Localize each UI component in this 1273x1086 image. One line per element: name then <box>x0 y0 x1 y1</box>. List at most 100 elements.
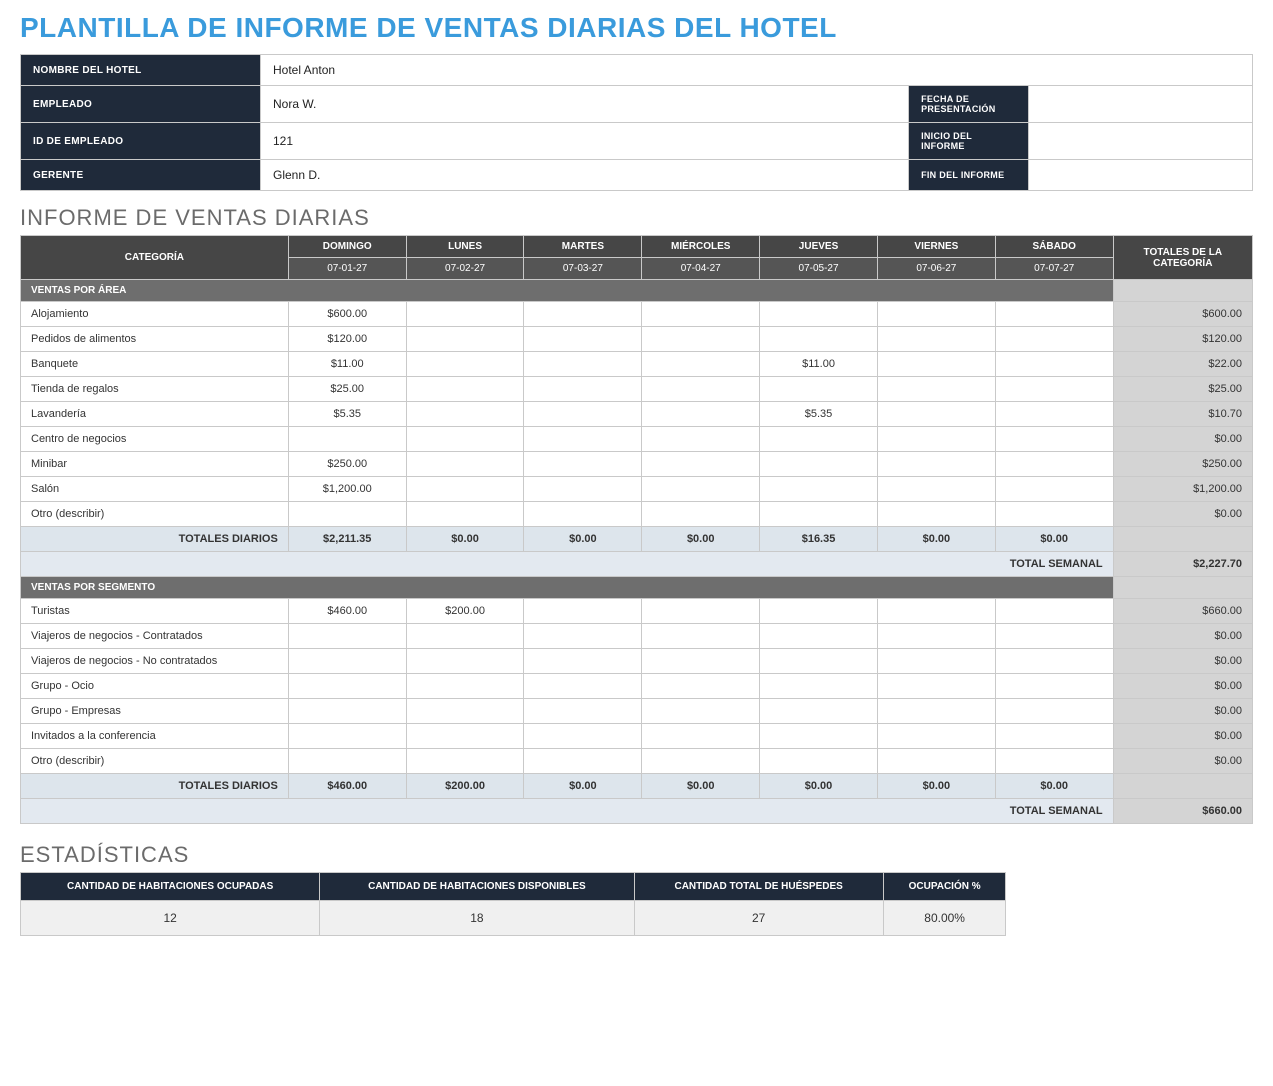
segment-daily-totals-row: TOTALES DIARIOS$460.00$200.00$0.00$0.00$… <box>21 774 1253 799</box>
segment-daily-total-cell: $0.00 <box>760 774 878 799</box>
area-weekly-amount: $2,227.70 <box>1113 552 1252 577</box>
area-cell <box>877 402 995 427</box>
table-row: Pedidos de alimentos$120.00$120.00 <box>21 327 1253 352</box>
stats-h1: CANTIDAD DE HABITACIONES DISPONIBLES <box>320 873 634 901</box>
segment-daily-totals-blank <box>1113 774 1252 799</box>
area-cell <box>406 327 524 352</box>
area-cell <box>760 377 878 402</box>
area-cell: $5.35 <box>288 402 406 427</box>
segment-cell <box>288 674 406 699</box>
segment-cell: $460.00 <box>288 599 406 624</box>
area-cell: $5.35 <box>760 402 878 427</box>
col-date-3: 07-04-27 <box>642 258 760 280</box>
info-manager-label: GERENTE <box>21 160 261 191</box>
area-row-total: $600.00 <box>1113 302 1252 327</box>
col-day-5: VIERNES <box>877 236 995 258</box>
area-cell <box>760 502 878 527</box>
table-row: Otro (describir)$0.00 <box>21 749 1253 774</box>
col-date-0: 07-01-27 <box>288 258 406 280</box>
col-totals: TOTALES DE LA CATEGORÍA <box>1113 236 1252 280</box>
segment-cell <box>760 649 878 674</box>
info-empid-label: ID DE EMPLEADO <box>21 123 261 160</box>
area-daily-total-cell: $0.00 <box>642 527 760 552</box>
area-cell: $11.00 <box>760 352 878 377</box>
area-cell <box>995 502 1113 527</box>
col-day-2: MARTES <box>524 236 642 258</box>
area-cell <box>877 302 995 327</box>
segment-row-total: $0.00 <box>1113 674 1252 699</box>
table-row: Minibar$250.00$250.00 <box>21 452 1253 477</box>
area-daily-total-cell: $0.00 <box>995 527 1113 552</box>
info-reportstart-value <box>1029 123 1253 160</box>
segment-cell: $200.00 <box>406 599 524 624</box>
area-cell <box>406 477 524 502</box>
table-row: Salón$1,200.00$1,200.00 <box>21 477 1253 502</box>
area-cell: $600.00 <box>288 302 406 327</box>
area-cell <box>995 377 1113 402</box>
area-cell <box>524 477 642 502</box>
segment-cell <box>877 599 995 624</box>
area-row-name: Salón <box>21 477 289 502</box>
area-cell <box>760 327 878 352</box>
segment-header: VENTAS POR SEGMENTO <box>21 577 1114 599</box>
area-daily-total-cell: $2,211.35 <box>288 527 406 552</box>
area-row-total: $1,200.00 <box>1113 477 1252 502</box>
segment-cell <box>995 649 1113 674</box>
area-header-totcell <box>1113 280 1252 302</box>
area-cell <box>877 427 995 452</box>
area-cell <box>995 352 1113 377</box>
area-cell <box>406 377 524 402</box>
area-cell <box>642 427 760 452</box>
segment-cell <box>760 674 878 699</box>
segment-cell <box>642 699 760 724</box>
info-submitdate-value <box>1029 86 1253 123</box>
segment-cell <box>760 599 878 624</box>
area-daily-total-cell: $16.35 <box>760 527 878 552</box>
segment-header-totcell <box>1113 577 1252 599</box>
area-cell <box>524 452 642 477</box>
stats-v1: 18 <box>320 901 634 936</box>
area-row-total: $0.00 <box>1113 502 1252 527</box>
segment-daily-total-cell: $460.00 <box>288 774 406 799</box>
info-reportend-value <box>1029 160 1253 191</box>
segment-row-name: Viajeros de negocios - No contratados <box>21 649 289 674</box>
col-day-3: MIÉRCOLES <box>642 236 760 258</box>
info-reportend-label: FIN DEL INFORME <box>909 160 1029 191</box>
segment-row-name: Turistas <box>21 599 289 624</box>
area-cell <box>406 502 524 527</box>
area-row-name: Tienda de regalos <box>21 377 289 402</box>
area-row-name: Minibar <box>21 452 289 477</box>
area-cell <box>642 477 760 502</box>
table-row: Grupo - Empresas$0.00 <box>21 699 1253 724</box>
segment-row-total: $660.00 <box>1113 599 1252 624</box>
area-cell <box>642 502 760 527</box>
segment-cell <box>642 749 760 774</box>
area-row-name: Otro (describir) <box>21 502 289 527</box>
table-row: Alojamiento$600.00$600.00 <box>21 302 1253 327</box>
segment-cell <box>995 624 1113 649</box>
area-cell <box>877 502 995 527</box>
area-cell <box>995 302 1113 327</box>
segment-row-total: $0.00 <box>1113 624 1252 649</box>
area-cell <box>877 352 995 377</box>
col-date-5: 07-06-27 <box>877 258 995 280</box>
area-cell <box>406 352 524 377</box>
segment-weekly-amount: $660.00 <box>1113 799 1252 824</box>
area-cell <box>760 302 878 327</box>
area-cell <box>406 402 524 427</box>
info-employee-label: EMPLEADO <box>21 86 261 123</box>
area-cell <box>524 427 642 452</box>
segment-cell <box>406 699 524 724</box>
segment-cell <box>642 624 760 649</box>
area-cell: $120.00 <box>288 327 406 352</box>
segment-row-name: Grupo - Ocio <box>21 674 289 699</box>
area-cell: $25.00 <box>288 377 406 402</box>
area-row-name: Banquete <box>21 352 289 377</box>
segment-row-name: Grupo - Empresas <box>21 699 289 724</box>
area-daily-totals-row: TOTALES DIARIOS$2,211.35$0.00$0.00$0.00$… <box>21 527 1253 552</box>
info-submitdate-label: FECHA DE PRESENTACIÓN <box>909 86 1029 123</box>
stats-heading: ESTADÍSTICAS <box>20 842 1253 868</box>
segment-cell <box>642 724 760 749</box>
col-day-6: SÁBADO <box>995 236 1113 258</box>
page-title: PLANTILLA DE INFORME DE VENTAS DIARIAS D… <box>20 12 1253 44</box>
